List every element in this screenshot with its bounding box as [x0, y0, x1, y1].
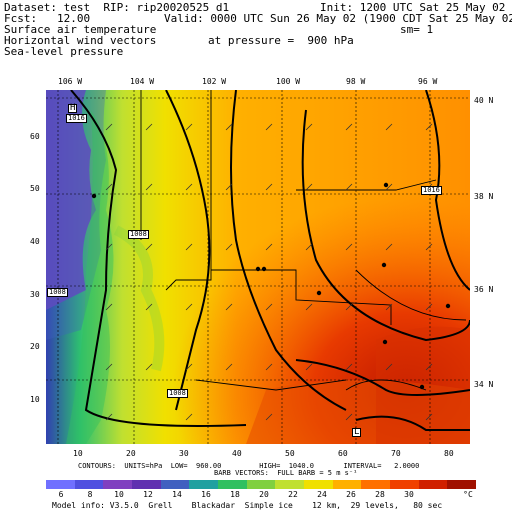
x-tick-70: 70 [391, 449, 401, 458]
colorbar-label-6: 6 [58, 490, 64, 499]
x-tick-30: 30 [179, 449, 189, 458]
colorbar-label-30: 30 [404, 490, 414, 499]
y-tick-40: 40 [30, 237, 40, 246]
forecast-hour: Fcst: 12.00 [4, 12, 91, 25]
contour-label-1008-mid: 1008 [128, 230, 149, 239]
lon-label-98w: 98 W [346, 77, 366, 86]
barb-vectors-info: BARB VECTORS: FULL BARB = 5 m s⁻¹ [214, 469, 358, 477]
colorbar-label-28: 28 [375, 490, 385, 499]
colorbar-swatch-5 [189, 480, 219, 489]
x-tick-60: 60 [338, 449, 348, 458]
contour-label-1016-nw: 1016 [66, 114, 87, 123]
colorbar-swatch-7 [246, 480, 276, 489]
colorbar-swatch-3 [132, 480, 161, 489]
lat-label-40n: 40 N [474, 96, 494, 105]
high-pressure-center: H [68, 103, 78, 113]
colorbar-label-14: 14 [172, 490, 182, 499]
colorbar-label-20: 20 [259, 490, 269, 499]
colorbar-label-8: 8 [87, 490, 93, 499]
lat-label-38n: 38 N [474, 192, 494, 201]
model-info: Model info: V3.5.0 Grell Blackadar Simpl… [52, 501, 443, 510]
lat-label-34n: 34 N [474, 380, 494, 389]
y-tick-30: 30 [30, 290, 40, 299]
init-time: Init: 1200 UTC Sat 25 May 02 [320, 1, 506, 14]
pressure-level: at pressure = 900 hPa [208, 34, 354, 47]
temperature-colorbar [46, 480, 477, 489]
colorbar-swatch-9 [304, 480, 333, 489]
colorbar-swatch-14 [447, 480, 477, 489]
colorbar-swatch-10 [332, 480, 362, 489]
colorbar-label-26: 26 [346, 490, 356, 499]
x-tick-10: 10 [73, 449, 83, 458]
y-tick-20: 20 [30, 342, 40, 351]
contours-info: CONTOURS: UNITS=hPa LOW= 960.00 HIGH= 10… [78, 462, 420, 470]
colorbar-label-18: 18 [230, 490, 240, 499]
colorbar-label-24: 24 [317, 490, 327, 499]
y-tick-50: 50 [30, 184, 40, 193]
colorbar-swatch-8 [275, 480, 305, 489]
field-surface-temperature: Surface air temperature [4, 23, 157, 36]
contour-label-1008-south: 1008 [167, 389, 188, 398]
colorbar-swatch-11 [361, 480, 391, 489]
valid-time: Valid: 0000 UTC Sun 26 May 02 (1900 CDT … [164, 12, 512, 25]
contour-label-1016-ne: 1016 [421, 186, 442, 195]
lon-label-96w: 96 W [418, 77, 438, 86]
smoothing-label: sm= 1 [400, 23, 434, 36]
lon-label-106w: 106 W [58, 77, 83, 86]
colorbar-label-10: 10 [114, 490, 124, 499]
colorbar-swatch-4 [160, 480, 190, 489]
x-tick-50: 50 [285, 449, 295, 458]
colorbar-units: °C [463, 490, 473, 499]
x-tick-40: 40 [232, 449, 242, 458]
colorbar-label-22: 22 [288, 490, 298, 499]
lon-label-100w: 100 W [276, 77, 301, 86]
colorbar-swatch-0 [46, 480, 75, 489]
lon-label-102w: 102 W [202, 77, 227, 86]
x-tick-20: 20 [126, 449, 136, 458]
colorbar-label-16: 16 [201, 490, 211, 499]
x-tick-80: 80 [444, 449, 454, 458]
temperature-map [46, 90, 470, 444]
field-wind-vectors: Horizontal wind vectors [4, 34, 157, 47]
y-tick-60: 60 [30, 132, 40, 141]
contour-label-1008-west: 1008 [47, 288, 68, 297]
lat-label-36n: 36 N [474, 285, 494, 294]
colorbar-label-12: 12 [143, 490, 153, 499]
colorbar-swatch-1 [74, 480, 104, 489]
colorbar-swatch-13 [418, 480, 448, 489]
y-tick-10: 10 [30, 395, 40, 404]
field-sea-level-pressure: Sea-level pressure [4, 45, 124, 58]
lon-label-104w: 104 W [130, 77, 155, 86]
colorbar-swatch-12 [390, 480, 419, 489]
low-pressure-center: L [352, 427, 362, 437]
colorbar-swatch-2 [103, 480, 133, 489]
dataset-line: Dataset: test RIP: rip20020525 d1 [4, 1, 230, 14]
colorbar-swatch-6 [218, 480, 247, 489]
